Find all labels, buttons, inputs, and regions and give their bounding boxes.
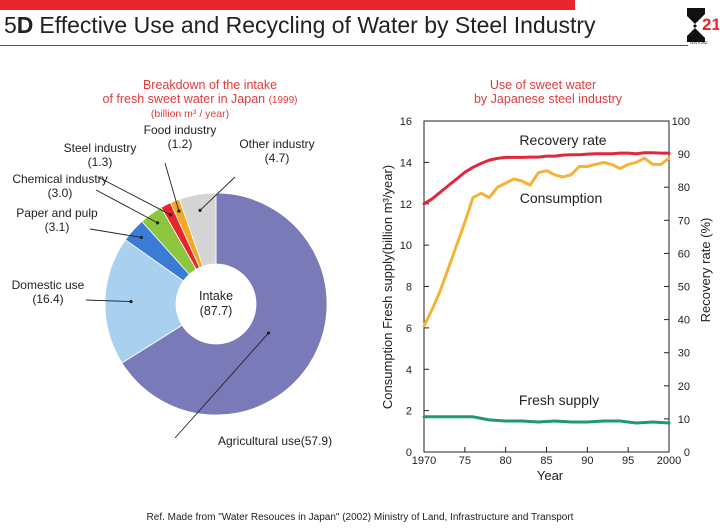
pie-value-paper-and-pulp: (3.1) — [45, 220, 70, 234]
right-tick-label-50: 50 — [678, 282, 690, 294]
series-line-recovery-rate — [422, 151, 671, 206]
series-label-recovery-rate: Recovery rate — [519, 132, 606, 148]
x-tick-label-1985: 85 — [540, 455, 552, 467]
left-tick-label-2: 2 — [406, 406, 412, 418]
svg-text:21: 21 — [702, 15, 719, 34]
section-letter: D — [16, 12, 34, 38]
pie-label-paper-and-pulp: Paper and pulp — [16, 206, 98, 220]
left-tick-label-10: 10 — [400, 240, 412, 252]
pie-leader-dot-domestic-use — [129, 299, 133, 304]
pie-leader-steel-industry — [97, 176, 171, 216]
x-tick-label-1975: 75 — [459, 455, 471, 467]
x-axis-title: Year — [537, 468, 564, 483]
pie-leader-domestic-use — [85, 299, 132, 303]
x-tick-label-1980: 80 — [500, 455, 512, 467]
svg-text:TENTOKE: TENTOKE — [689, 40, 708, 45]
pie-title-line-1: Breakdown of the intake — [143, 78, 277, 92]
left-tick-label-6: 6 — [406, 323, 412, 335]
pie-label-chemical-industry: Chemical industry — [12, 172, 107, 186]
right-tick-label-10: 10 — [678, 414, 690, 426]
right-tick-label-40: 40 — [678, 315, 690, 327]
pie-value-other-industry: (4.7) — [265, 151, 290, 165]
left-tick-label-12: 12 — [400, 199, 412, 211]
pie-leader-dot-agricultural-use — [266, 331, 271, 335]
left-axis-title: Consumption Fresh supply(billion m³/year… — [380, 165, 395, 409]
pie-leader-chemical-industry — [95, 189, 158, 224]
pie-leader-paper-and-pulp — [89, 228, 142, 238]
series-line-consumption — [422, 156, 671, 328]
pie-leader-food-industry — [164, 162, 180, 212]
pie-value-chemical-industry: (3.0) — [48, 186, 73, 200]
left-tick-label-4: 4 — [406, 364, 412, 376]
right-tick-label-0: 0 — [684, 447, 690, 459]
pie-label-steel-industry: Steel industry — [64, 141, 137, 155]
reference-note: Ref. Made from "Water Resouces in Japan"… — [146, 512, 574, 523]
title-text: Effective Use and Recycling of Water by … — [39, 12, 596, 38]
pie-label-food-industry: Food industry — [144, 123, 217, 137]
pie-title-year: (1999) — [269, 95, 298, 106]
series-line-fresh-supply — [422, 415, 671, 425]
pie-leader-dot-chemical-industry — [155, 221, 160, 225]
x-tick-label-1990: 90 — [581, 455, 593, 467]
right-tick-label-90: 90 — [678, 149, 690, 161]
right-tick-label-30: 30 — [678, 348, 690, 360]
left-tick-label-16: 16 — [400, 116, 412, 128]
right-tick-label-80: 80 — [678, 182, 690, 194]
pie-value-domestic-use: (16.4) — [32, 292, 63, 306]
right-tick-label-20: 20 — [678, 381, 690, 393]
section-number: 5 — [4, 12, 17, 38]
pie-unit: (billion m³ / year) — [151, 108, 229, 120]
pie-leader-dot-other-industry — [198, 208, 202, 212]
series-label-fresh-supply: Fresh supply — [519, 392, 599, 408]
page-title: 5D Effective Use and Recycling of Water b… — [4, 10, 596, 40]
pie-leader-dot-steel-industry — [169, 213, 173, 217]
pie-label-domestic-use: Domestic use — [12, 278, 85, 292]
x-tick-label-1970: 1970 — [412, 455, 436, 467]
top-accent-bar — [0, 0, 575, 10]
pie-label-other-industry: Other industry — [239, 137, 314, 151]
pie-leader-other-industry — [199, 176, 236, 211]
left-tick-label-8: 8 — [406, 282, 412, 294]
title-rule — [0, 45, 688, 46]
pie-label-agricultural-use: Agricultural use(57.9) — [218, 434, 332, 448]
series-label-consumption: Consumption — [520, 190, 603, 206]
pie-center-hole — [176, 264, 256, 344]
x-tick-label-1995: 95 — [622, 455, 634, 467]
pie-leader-dot-food-industry — [177, 209, 181, 213]
right-axis-title: Recovery rate (%) — [698, 218, 713, 323]
right-tick-label-60: 60 — [678, 248, 690, 260]
line-title-line-1: Use of sweet water — [490, 78, 596, 92]
right-tick-label-100: 100 — [672, 116, 690, 128]
pie-leader-agricultural-use — [174, 332, 269, 439]
pie-title-line-2: of fresh sweet water in Japan (1999) — [103, 92, 298, 106]
right-tick-label-70: 70 — [678, 215, 690, 227]
pie-center-label: Intake — [199, 289, 233, 303]
pie-leader-dot-paper-and-pulp — [139, 235, 143, 240]
x-tick-label-2000: 2000 — [657, 455, 681, 467]
line-title-line-2: by Japanese steel industry — [474, 92, 623, 106]
pie-value-food-industry: (1.2) — [168, 137, 193, 151]
pie-center-value: (87.7) — [200, 304, 233, 318]
pie-value-steel-industry: (1.3) — [88, 155, 113, 169]
left-tick-label-0: 0 — [406, 447, 412, 459]
left-tick-label-14: 14 — [400, 157, 412, 169]
publisher-logo: 21 TENTOKE — [687, 8, 719, 45]
pie-value-agricultural-use: (57.9) — [301, 434, 332, 448]
